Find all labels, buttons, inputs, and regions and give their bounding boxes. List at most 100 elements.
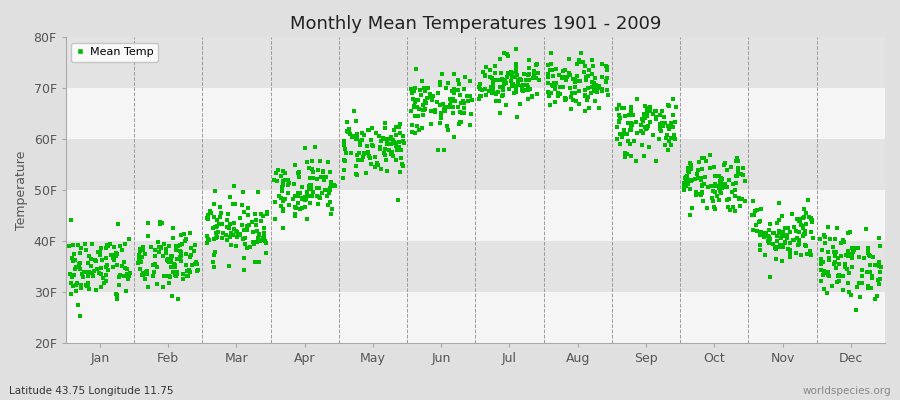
Point — [302, 199, 317, 206]
Point — [506, 80, 520, 87]
Point — [357, 132, 372, 138]
Point — [74, 282, 88, 289]
Point — [542, 92, 556, 99]
Point — [288, 192, 302, 199]
Point — [503, 68, 517, 75]
Point — [339, 128, 354, 135]
Point — [814, 258, 828, 264]
Point — [572, 59, 587, 65]
Point — [443, 95, 457, 102]
Point — [260, 209, 274, 216]
Point — [162, 273, 176, 279]
Point — [612, 119, 626, 125]
Point — [133, 255, 148, 261]
Point — [624, 141, 638, 148]
Point — [712, 185, 726, 191]
Point — [564, 93, 579, 100]
Point — [587, 80, 601, 87]
Point — [361, 126, 375, 133]
Point — [598, 78, 613, 84]
Point — [736, 164, 751, 171]
Point — [683, 186, 698, 192]
Point — [862, 269, 877, 276]
Point — [99, 254, 113, 261]
Point — [785, 211, 799, 217]
Point — [390, 147, 404, 154]
Point — [389, 156, 403, 163]
Point — [294, 184, 309, 190]
Point — [792, 240, 806, 247]
Point — [780, 233, 795, 239]
Point — [522, 77, 536, 83]
Point — [825, 283, 840, 290]
Point — [302, 192, 317, 199]
Point — [634, 121, 648, 128]
Point — [662, 103, 676, 110]
Point — [523, 86, 537, 92]
Point — [814, 260, 828, 267]
Point — [299, 196, 313, 203]
Point — [110, 296, 124, 302]
Point — [477, 86, 491, 92]
Point — [508, 85, 523, 91]
Point — [640, 125, 654, 131]
Point — [446, 90, 461, 96]
Point — [714, 180, 728, 186]
Point — [591, 82, 606, 89]
Point — [393, 154, 408, 161]
Point — [370, 160, 384, 166]
Point — [791, 242, 806, 248]
Point — [69, 280, 84, 286]
Point — [242, 222, 256, 228]
Point — [579, 73, 593, 80]
Point — [201, 216, 215, 222]
Point — [565, 76, 580, 83]
Point — [478, 72, 492, 78]
Point — [746, 227, 760, 234]
Point — [842, 252, 856, 259]
Point — [697, 155, 711, 161]
Point — [653, 126, 668, 132]
Point — [847, 247, 861, 253]
Point — [698, 174, 712, 180]
Point — [452, 120, 466, 127]
Point — [521, 57, 535, 64]
Point — [543, 102, 557, 108]
Point — [694, 177, 708, 184]
Point — [81, 279, 95, 286]
Point — [814, 247, 829, 253]
Point — [251, 235, 266, 241]
Point — [844, 252, 859, 259]
Point — [568, 90, 582, 96]
Point — [363, 154, 377, 161]
Point — [455, 110, 470, 116]
Point — [501, 53, 516, 59]
Point — [77, 268, 92, 275]
Point — [342, 130, 356, 137]
Point — [729, 173, 743, 179]
Point — [758, 252, 772, 258]
Point — [447, 98, 462, 104]
Point — [68, 256, 82, 263]
Point — [778, 233, 793, 239]
Point — [622, 112, 636, 118]
Point — [389, 143, 403, 150]
Point — [319, 174, 333, 180]
Point — [570, 61, 584, 67]
Point — [386, 137, 400, 144]
Point — [828, 236, 842, 242]
Point — [153, 219, 167, 226]
Point — [148, 252, 162, 259]
Point — [828, 252, 842, 259]
Point — [433, 102, 447, 108]
Point — [708, 183, 723, 190]
Point — [140, 283, 155, 290]
Point — [183, 254, 197, 261]
Point — [554, 75, 569, 82]
Point — [680, 167, 695, 174]
Point — [749, 222, 763, 229]
Point — [105, 254, 120, 260]
Point — [444, 98, 458, 105]
Point — [358, 170, 373, 176]
Point — [486, 82, 500, 88]
